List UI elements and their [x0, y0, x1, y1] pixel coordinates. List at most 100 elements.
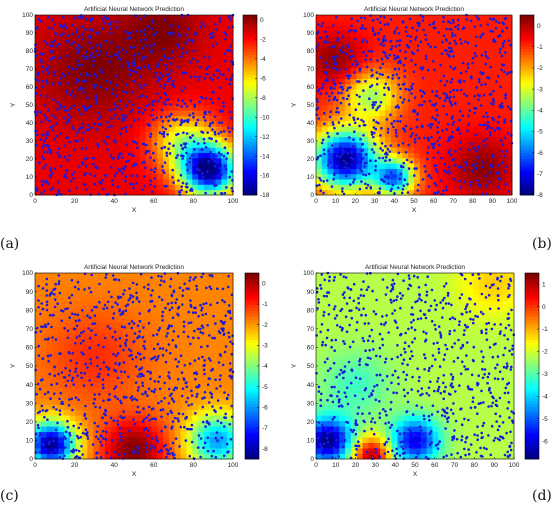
sample-point: [92, 157, 95, 160]
heatmap-cell: [460, 147, 467, 154]
sample-point: [47, 147, 51, 151]
colorbar-step: [520, 192, 534, 196]
heatmap-cell: [506, 184, 513, 191]
heatmap-cell: [40, 152, 48, 159]
sample-point: [223, 31, 227, 34]
sample-point: [166, 56, 170, 60]
heatmap-cell: [75, 147, 82, 154]
sample-point: [149, 135, 152, 138]
heatmap-cell: [408, 67, 415, 74]
sample-point: [177, 45, 180, 49]
sample-point: [210, 137, 213, 141]
heatmap-cell: [431, 157, 438, 164]
heatmap-cell: [157, 142, 164, 148]
sample-point: [59, 34, 63, 37]
heatmap-cell: [139, 94, 147, 101]
sample-point: [162, 135, 166, 138]
heatmap-cell: [448, 147, 455, 154]
sample-point: [228, 130, 231, 134]
heatmap-cell: [35, 94, 42, 101]
sample-point: [46, 133, 50, 137]
heatmap-cell: [110, 15, 117, 21]
sample-point: [79, 73, 83, 76]
heatmap-cell: [128, 41, 135, 48]
heatmap-cell: [46, 73, 53, 79]
sample-point: [66, 39, 69, 43]
sample-point: [341, 35, 345, 38]
heatmap-cell: [69, 327, 77, 334]
heatmap-cell: [35, 360, 42, 367]
sample-point: [396, 119, 399, 123]
heatmap-cell: [116, 110, 123, 116]
heatmap-cell: [344, 179, 351, 185]
sample-point: [76, 51, 79, 55]
sample-point: [188, 60, 192, 64]
heatmap-cell: [344, 152, 351, 159]
heatmap-cell: [419, 120, 426, 127]
sample-point: [153, 185, 156, 188]
heatmap-cell: [163, 36, 170, 42]
heatmap-cell: [35, 273, 42, 279]
sample-point: [69, 115, 73, 119]
sample-point: [477, 147, 481, 150]
heatmap-cell: [93, 62, 100, 69]
sample-point: [215, 42, 218, 45]
sample-point: [68, 140, 71, 144]
heatmap-cell: [35, 152, 42, 159]
heatmap-cell: [58, 420, 65, 427]
sample-point: [327, 135, 331, 138]
heatmap-cell: [408, 105, 415, 111]
heatmap-cell: [385, 152, 392, 159]
heatmap-cell: [110, 420, 117, 427]
sample-point: [217, 174, 221, 178]
sample-point: [363, 165, 366, 168]
heatmap-cell: [396, 115, 403, 122]
sample-point: [510, 70, 513, 74]
heatmap-cell: [110, 409, 117, 416]
heatmap-cell: [128, 316, 135, 323]
heatmap-cell: [506, 83, 513, 90]
heatmap-cell: [75, 25, 82, 32]
heatmap-cell: [402, 136, 409, 143]
heatmap-cell: [454, 99, 461, 106]
heatmap-cell: [122, 78, 129, 85]
heatmap-cell: [168, 152, 176, 159]
sample-point: [359, 168, 362, 171]
sample-point: [56, 101, 60, 104]
sample-point: [332, 177, 335, 181]
sample-point: [113, 53, 117, 56]
sample-point: [389, 113, 392, 117]
heatmap-cell: [128, 73, 135, 79]
sample-point: [403, 130, 407, 133]
heatmap-cell: [460, 131, 467, 138]
heatmap-cell: [40, 409, 48, 416]
sample-point: [158, 131, 162, 134]
heatmap-cell: [157, 25, 164, 32]
heatmap-cell: [87, 152, 94, 159]
sample-point: [393, 68, 397, 71]
heatmap-cell: [483, 36, 490, 42]
heatmap-cell: [448, 62, 455, 69]
heatmap-cell: [390, 136, 398, 143]
heatmap-cell: [40, 36, 48, 42]
sample-point: [378, 187, 382, 190]
heatmap-cell: [58, 415, 65, 422]
sample-point: [426, 157, 429, 161]
sample-point: [434, 168, 438, 171]
heatmap-cell: [344, 115, 351, 122]
sample-point: [405, 158, 409, 162]
sample-point: [164, 83, 167, 86]
heatmap-cell: [64, 316, 71, 323]
heatmap-cell: [500, 30, 507, 37]
heatmap-cell: [163, 157, 170, 164]
sample-point: [396, 56, 400, 59]
heatmap-cell: [316, 189, 323, 196]
heatmap-cell: [75, 344, 82, 350]
sample-point: [209, 97, 213, 101]
heatmap-cell: [180, 57, 187, 64]
heatmap-cell: [134, 120, 141, 127]
sample-point: [193, 105, 197, 108]
heatmap-cell: [373, 36, 380, 42]
sample-point: [364, 27, 367, 31]
sample-point: [458, 132, 462, 135]
